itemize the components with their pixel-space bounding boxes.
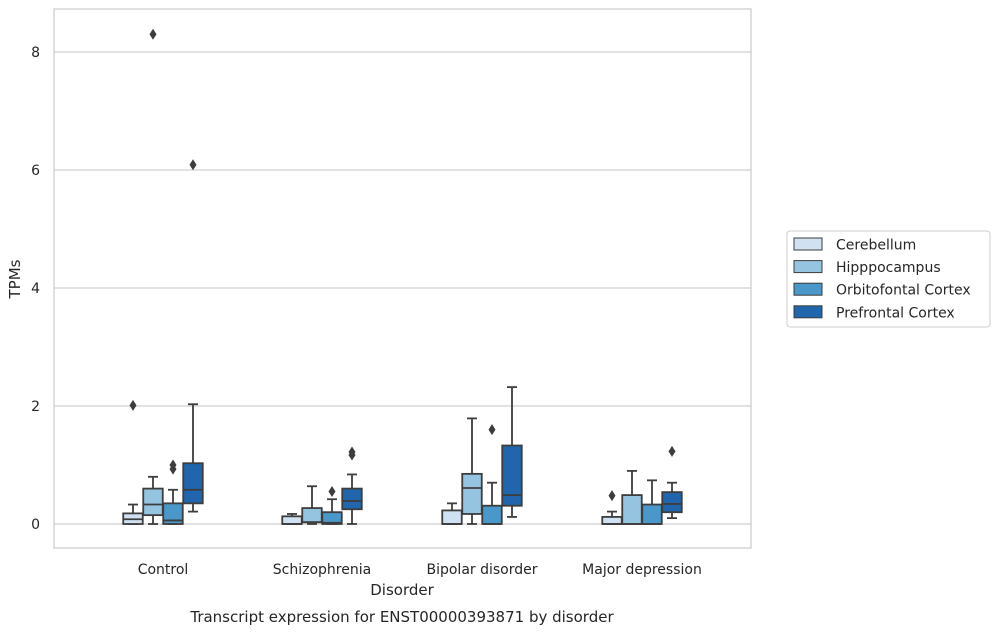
outlier-point: [488, 424, 496, 436]
y-tick-label: 2: [31, 399, 40, 415]
boxes-layer: [122, 28, 683, 525]
box-iqr: [321, 511, 343, 525]
y-tick-label: 6: [31, 163, 40, 179]
legend: Cerebellum Hipppocampus Orbitofontal Corte…: [786, 230, 991, 328]
x-tick-label: Schizophrenia: [273, 562, 371, 578]
legend-swatch: [793, 237, 823, 251]
legend-frame: [786, 230, 991, 328]
outlier-point: [169, 459, 177, 471]
box-3-3: [661, 445, 683, 519]
box-iqr: [601, 516, 623, 525]
box-iqr: [142, 487, 164, 517]
outlier-point: [668, 445, 676, 457]
box-iqr: [461, 472, 483, 515]
outlier-point: [189, 159, 197, 171]
legend-swatch: [793, 282, 823, 296]
box-3-0: [182, 159, 204, 513]
x-tick-label: Major depression: [582, 562, 702, 578]
x-tick-labels: Control Schizophrenia Bipolar disorder Majo…: [138, 562, 702, 578]
box-iqr: [441, 509, 463, 525]
box-iqr: [501, 444, 523, 507]
box-iqr: [301, 507, 323, 524]
box-iqr: [281, 515, 303, 525]
box-1-2: [461, 417, 483, 525]
box-0-0: [122, 399, 144, 525]
legend-label: Cerebellum: [836, 238, 916, 254]
box-0-2: [441, 502, 463, 525]
box-iqr: [641, 503, 663, 525]
box-0-1: [281, 513, 303, 525]
y-tick-label: 0: [31, 517, 40, 533]
legend-label: Hipppocampus: [836, 260, 941, 276]
box-2-1: [321, 486, 343, 525]
box-iqr: [621, 494, 643, 525]
x-tick-label: Control: [138, 562, 189, 578]
y-tick-label: 4: [31, 281, 40, 297]
chart-caption: Transcript expression for ENST0000039387…: [189, 608, 614, 626]
legend-label: Orbitofontal Cortex: [836, 283, 971, 299]
y-axis-label: TPMs: [6, 259, 24, 299]
box-1-3: [621, 469, 643, 525]
box-2-3: [641, 479, 663, 525]
box-3-2: [501, 386, 523, 518]
legend-label: Prefrontal Cortex: [836, 305, 955, 321]
outlier-point: [348, 446, 356, 458]
box-2-0: [162, 459, 184, 525]
outlier-point: [608, 490, 616, 502]
outlier-point: [129, 399, 137, 411]
box-0-3: [601, 490, 623, 525]
box-iqr: [182, 462, 204, 505]
outlier-point: [149, 28, 157, 40]
outlier-point: [328, 486, 336, 498]
box-1-1: [301, 485, 323, 525]
grid-lines: [54, 51, 751, 525]
box-2-2: [481, 424, 503, 525]
y-tick-labels: 0 2 4 6 8: [31, 45, 40, 533]
box-1-0: [142, 28, 164, 525]
x-tick-label: Bipolar disorder: [426, 562, 537, 578]
box-3-1: [341, 446, 363, 525]
box-iqr: [341, 487, 363, 511]
x-axis-label: Disorder: [370, 581, 434, 599]
box-iqr: [481, 504, 503, 525]
legend-items: Cerebellum Hipppocampus Orbitofontal Corte…: [793, 237, 971, 321]
y-tick-label: 8: [31, 45, 40, 61]
plot-area-frame: [53, 8, 752, 549]
box-iqr: [162, 502, 184, 525]
legend-swatch: [793, 305, 823, 319]
legend-swatch: [793, 260, 823, 274]
box-iqr: [661, 491, 683, 514]
